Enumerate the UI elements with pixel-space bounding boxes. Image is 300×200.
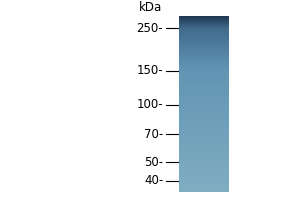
Text: 50-: 50- — [144, 156, 163, 169]
Text: kDa: kDa — [138, 1, 162, 14]
Text: 70-: 70- — [144, 128, 163, 141]
Text: 100-: 100- — [136, 98, 163, 111]
Text: 40-: 40- — [144, 174, 163, 187]
Text: 250-: 250- — [136, 22, 163, 35]
Text: 150-: 150- — [136, 64, 163, 77]
